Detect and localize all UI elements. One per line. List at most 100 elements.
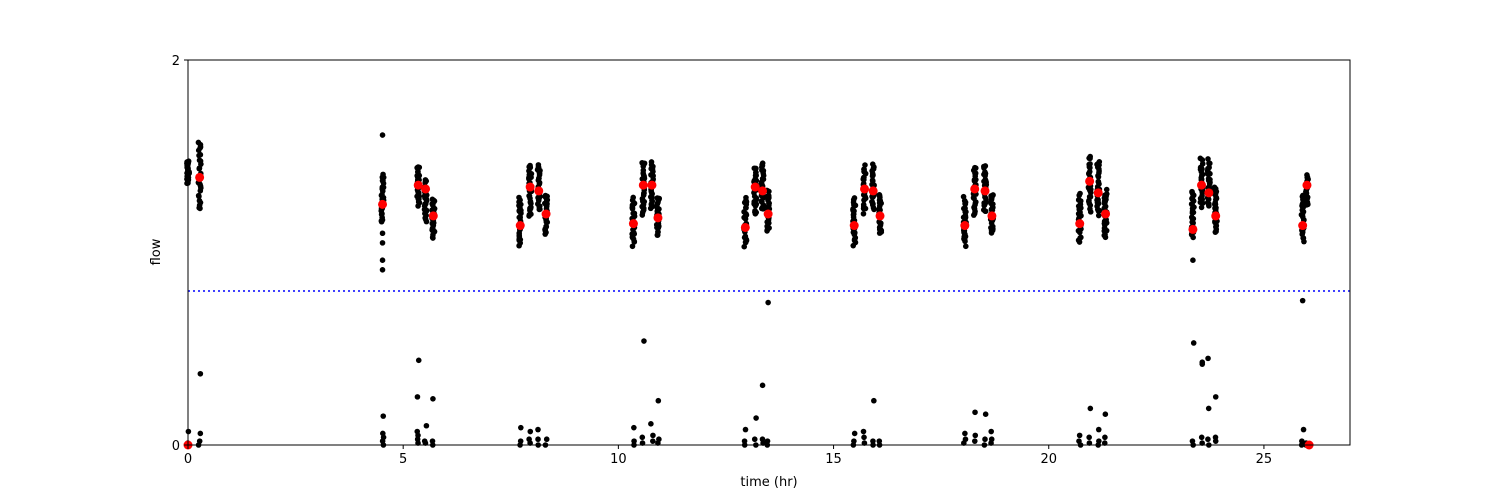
raw-point [876, 191, 883, 198]
raw-point [1087, 193, 1094, 200]
raw-point [1078, 234, 1084, 241]
mean-point [1075, 219, 1085, 229]
raw-point-low [423, 422, 430, 429]
raw-point-low [517, 438, 524, 444]
plot-frame [187, 59, 1351, 446]
raw-point-low [1095, 426, 1102, 433]
axis-layer: 0 5 10 15 20 25 0 2 [172, 54, 1272, 467]
raw-point [981, 163, 987, 170]
raw-point [860, 210, 867, 217]
raw-point [195, 139, 202, 146]
raw-point-outlier [379, 257, 386, 264]
raw-point-low [1087, 405, 1094, 412]
raw-point [1096, 159, 1103, 165]
mean-point [378, 199, 388, 209]
raw-point-low [197, 430, 204, 437]
mean-point [653, 213, 663, 223]
raw-point-outlier [1190, 257, 1196, 264]
raw-point-low [742, 426, 749, 433]
mean-point [515, 221, 525, 231]
raw-point-outlier [379, 230, 386, 237]
mean-point [195, 172, 205, 182]
raw-point-low [870, 438, 876, 444]
mean-point [849, 221, 859, 231]
raw-point-low [650, 432, 656, 439]
mean-point [740, 222, 750, 232]
x-tick-label: 20 [1040, 452, 1057, 467]
raw-point-low [759, 382, 766, 389]
raw-point-low [1086, 440, 1093, 446]
raw-point-low [631, 438, 637, 444]
mean-point [980, 186, 990, 196]
mean-point [758, 186, 768, 196]
mean-point [860, 184, 870, 194]
raw-point-low [962, 430, 968, 437]
mean-point [421, 184, 431, 194]
raw-point-low [1199, 440, 1205, 446]
mean-points-layer [183, 172, 1314, 450]
mean-point [1204, 188, 1214, 198]
raw-point [196, 197, 203, 204]
raw-point-low [197, 370, 204, 377]
raw-point-low [1190, 340, 1197, 346]
raw-point [765, 192, 772, 199]
raw-point-low [1076, 432, 1083, 439]
x-tick-label: 15 [825, 452, 842, 467]
raw-point [759, 160, 766, 166]
mean-point [970, 184, 980, 194]
raw-point [743, 194, 749, 201]
raw-point-low [527, 428, 534, 435]
raw-point [648, 159, 655, 165]
mean-point [960, 221, 970, 231]
x-tick-label: 5 [399, 452, 407, 467]
raw-point [1087, 161, 1093, 167]
raw-point [526, 211, 533, 218]
y-tick-label: 2 [172, 54, 180, 69]
raw-point-low [648, 421, 654, 427]
raw-point [862, 162, 868, 168]
raw-point [1212, 185, 1219, 192]
raw-point [861, 166, 867, 173]
x-tick-label: 10 [610, 452, 627, 467]
raw-point-low [380, 413, 387, 419]
y-tick-label: 0 [172, 439, 180, 454]
raw-point [654, 205, 661, 212]
raw-point [422, 177, 429, 183]
raw-point [544, 193, 550, 200]
raw-point [1205, 156, 1211, 162]
raw-point [1189, 189, 1195, 196]
raw-point-low [972, 409, 978, 416]
raw-point [869, 198, 875, 205]
raw-point-low [876, 438, 883, 444]
raw-point-low [430, 396, 436, 402]
raw-point [869, 177, 876, 184]
raw-point-low [861, 434, 867, 441]
raw-point [1206, 160, 1212, 167]
raw-point [851, 195, 858, 201]
raw-point-low [518, 424, 524, 431]
raw-point-low [764, 438, 771, 444]
raw-point-low [751, 436, 758, 443]
raw-point-low [1199, 361, 1206, 367]
raw-point [752, 207, 758, 214]
mean-point [763, 209, 773, 219]
raw-point-low [656, 436, 662, 443]
raw-point [527, 162, 533, 169]
mean-point [541, 209, 551, 219]
raw-point [1300, 208, 1307, 215]
raw-point [1095, 178, 1102, 185]
raw-point-low [851, 430, 858, 437]
raw-point-low [871, 397, 877, 404]
raw-point-low [759, 436, 766, 443]
raw-point [982, 195, 989, 202]
x-axis-label: time (hr) [740, 475, 797, 490]
raw-point-low [631, 424, 637, 431]
raw-point-low [753, 415, 759, 421]
raw-point [641, 160, 648, 167]
raw-point [1189, 215, 1196, 222]
raw-point-low [988, 428, 995, 435]
raw-point [1103, 186, 1110, 193]
raw-point [971, 195, 977, 202]
raw-point-low [972, 432, 979, 439]
raw-point-low [1205, 355, 1211, 362]
